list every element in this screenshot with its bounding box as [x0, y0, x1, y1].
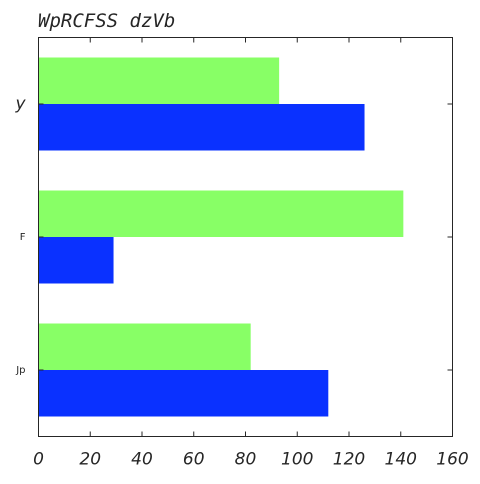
x-tick-label: 80 [235, 450, 257, 470]
x-tick-label: 60 [183, 450, 205, 470]
bar-blue-2 [38, 237, 114, 284]
bar-blue-3 [38, 370, 329, 417]
x-tick-label: 40 [131, 450, 153, 470]
bar-blue-1 [38, 104, 365, 151]
bar-green-3 [38, 323, 251, 370]
y-tick-label: Jp [15, 365, 25, 376]
x-tick-label: 100 [281, 450, 313, 470]
bar-green-2 [38, 190, 404, 237]
x-tick-label: 20 [79, 450, 101, 470]
x-tick-label: 160 [436, 450, 468, 470]
bar-green-1 [38, 57, 280, 104]
x-tick-label: 140 [385, 450, 417, 470]
bars [38, 57, 404, 417]
plot-area-frame [38, 37, 453, 437]
y-tick-label: y [14, 94, 26, 114]
x-tick-label: 0 [33, 450, 44, 470]
chart-title: WpRCFSS dzVb [38, 10, 175, 32]
y-tick-label: F [20, 232, 26, 243]
x-tick-label: 120 [333, 450, 365, 470]
tick-labels: y F Jp 0 20 40 60 80 100 120 140 160 [14, 94, 468, 470]
